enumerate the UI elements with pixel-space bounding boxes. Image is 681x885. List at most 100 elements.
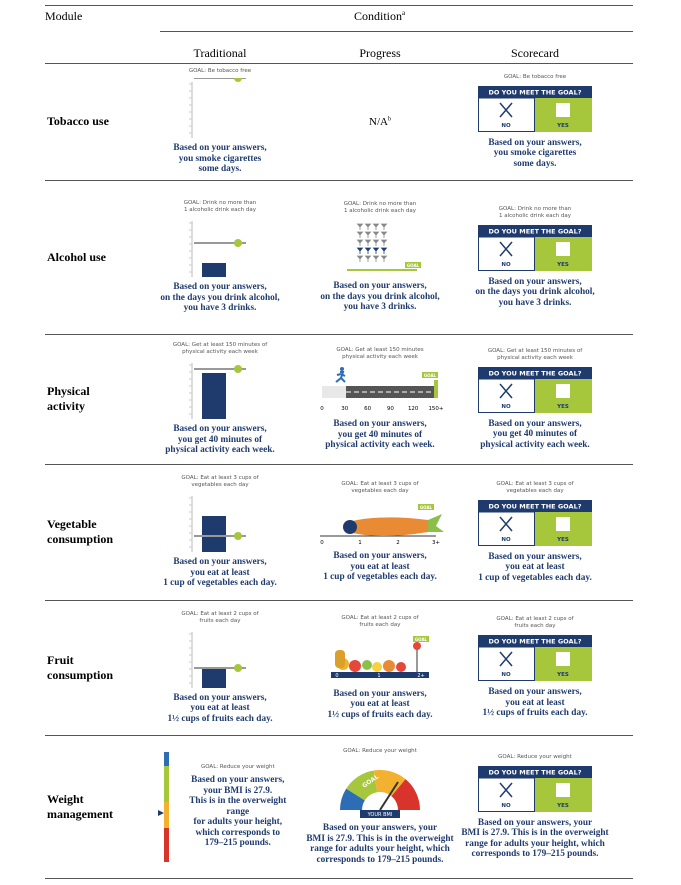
scale-label: 0 [335,673,338,679]
finish [434,380,438,399]
goal-line: GOAL: Be tobacco free [188,68,252,75]
no-box [478,378,535,413]
message-line: Based on your answers, your [477,817,593,828]
goal-tag-label: GOAL [407,263,420,268]
scale-label: 3+ [432,540,440,546]
row-rule [45,464,633,465]
question-bar [478,366,592,379]
question-bar [478,499,592,512]
goal-line: GOAL: Reduce your weight [343,748,417,754]
module-line: consumption [47,667,114,682]
progress-cell: GOAL: Eat at least 2 cups of fruits each … [302,600,458,735]
message-line: you eat at least [505,697,565,708]
question: DO YOU MEET THE GOAL? [489,369,582,377]
message: Based on your answers, your BMI is 27.9. … [461,818,608,860]
glass [372,231,380,239]
no-box [478,646,535,682]
message-line: Based on your answers, [333,551,427,562]
goal-line: fruits each day [514,623,556,630]
scorecard-figure: DO YOU MEET THE GOAL? NO YES [478,366,592,413]
message-line: 1½ cups of fruits each day. [482,708,588,719]
check-box [556,652,570,667]
goal-tag [422,372,438,379]
goal-line: GOAL: Get at least 150 minutes [336,347,424,354]
message-line: 1 cup of vegetables each day. [163,578,277,589]
goal-dot [234,663,242,672]
message: Based on your answers, you eat at least 1 … [163,557,277,589]
fork-fruit [413,641,421,650]
message-line: Based on your answers, [333,688,427,699]
goal: GOAL: Eat at least 3 cups of vegetables e… [341,481,418,495]
scorecard-cell: GOAL: Eat at least 2 cups of fruits each … [457,600,613,735]
yes-label: YES [556,262,569,268]
bar [202,516,226,553]
check-box [556,516,570,531]
goal: GOAL: Eat at least 2 cups of fruits each … [341,615,418,629]
condition-header: Conditiona [354,9,405,24]
scale-label: 120 [408,406,419,412]
goal-line: 1 alcoholic drink each day [343,208,417,215]
glass [364,223,372,231]
message-line: Based on your answers, [488,276,582,287]
goal-tag-label: GOAL [424,373,437,378]
message-line: BMI is 27.9. This is in the overweight [306,833,454,844]
goal-line: GOAL: Drink no more than [343,201,417,208]
no-box [478,97,535,132]
message-line: some days. [513,158,557,169]
bmi-label: YOUR BMI [367,812,393,818]
message-line: Based on your answers, your [322,823,438,833]
module-line: Tobacco use [47,114,109,128]
scorecard-figure: DO YOU MEET THE GOAL? NO YES [478,224,592,271]
yes-label: YES [556,123,569,129]
traditional-cell: GOAL: Eat at least 3 cups of vegetables e… [142,464,298,600]
x-mark [499,651,513,667]
traditional-figure [189,631,246,688]
na-text: N/A [369,115,388,128]
glass [364,255,372,263]
scorecard-figure: DO YOU MEET THE GOAL? NO YES [478,765,592,812]
no-label: NO [501,262,511,268]
glass [364,239,372,247]
column-header: Scorecard [511,46,559,60]
x-mark [499,516,513,532]
na-note: b [387,115,391,122]
goal-dot [234,78,242,83]
traditional-cell: GOAL: Reduce your weight Based on your an… [142,735,298,878]
glass [364,231,372,239]
message-line: you smoke cigarettes [493,148,577,159]
message-line: your BMI is 27.9. [203,785,273,796]
message-line: Based on your answers, [173,424,267,435]
message-line: 1½ cups of fruits each day. [167,713,273,724]
condition-note: a [402,9,406,17]
glass [380,231,388,239]
goal-line: vegetables each day [191,482,249,489]
message: Based on your answers, you get 40 minutes… [165,424,274,456]
goal-line: GOAL: Be tobacco free [503,73,567,80]
x-mark [499,383,513,399]
message-line: you eat at least [350,561,410,572]
bmi-bar [360,810,400,818]
message-line: Based on your answers, [333,419,427,430]
question-bar [478,224,592,237]
message-line: Based on your answers, [173,557,267,568]
scale-label: 2 [396,540,400,546]
module-label: Alcohol use [47,180,106,334]
goal-line: fruits each day [359,621,401,628]
goal: GOAL: Drink no more than 1 alcoholic drin… [184,200,256,214]
message-line: you smoke cigarettes [178,153,262,164]
module-label: Physical activity [47,334,90,464]
glass [356,247,364,255]
question: DO YOU MEET THE GOAL? [489,638,582,646]
progress-figure: GOAL 0 30 60 90 120 150+ [320,367,444,412]
bmi-band [164,827,169,862]
module-line: consumption [47,532,114,546]
message: Based on your answers, you smoke cigarett… [173,143,266,175]
goal-line: GOAL: Eat at least 3 cups of [341,481,419,488]
track-progress [322,386,346,399]
module-header: Module [45,9,83,23]
message: Based on your answers, you get 40 minutes… [325,419,434,451]
scale-label: 2+ [417,673,424,679]
goal-line: GOAL: Reduce your weight [498,753,572,760]
